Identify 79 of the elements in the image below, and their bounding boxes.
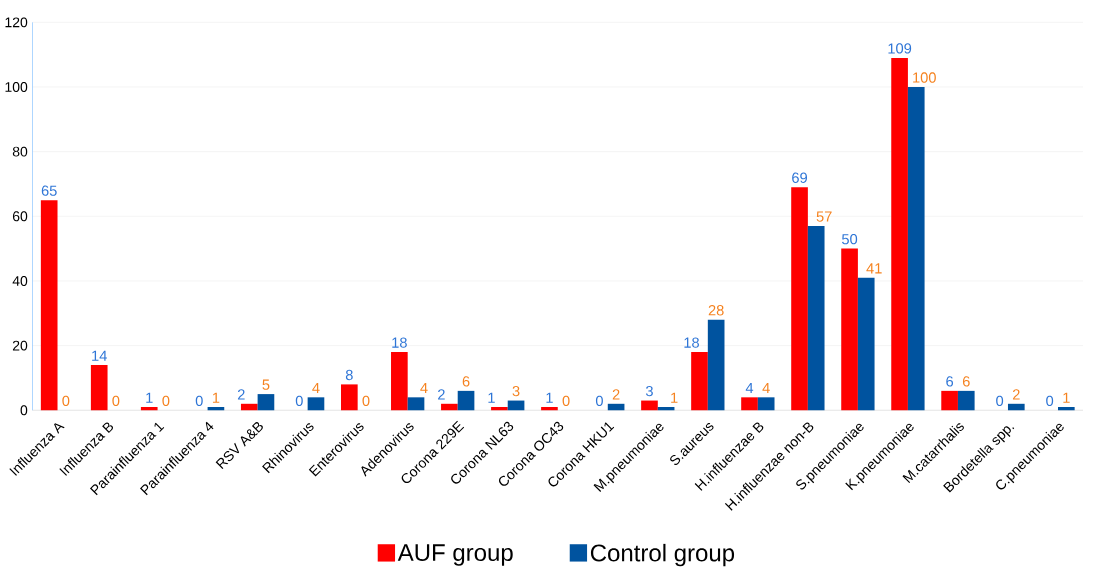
data-label: 4 — [312, 383, 320, 394]
data-label: 4 — [762, 383, 770, 394]
data-label: 50 — [841, 234, 858, 245]
data-label: 109 — [888, 43, 912, 54]
bar — [941, 391, 958, 411]
bar — [857, 277, 875, 411]
y-tick-label: 20 — [12, 340, 28, 351]
data-label: 0 — [996, 395, 1004, 407]
data-label: 0 — [295, 395, 303, 407]
bar — [891, 58, 908, 411]
bar — [957, 391, 975, 411]
y-tick-label: 60 — [12, 211, 28, 222]
data-label: 2 — [1012, 389, 1020, 400]
bar — [240, 404, 258, 411]
data-label: 18 — [392, 337, 407, 349]
bar — [691, 352, 708, 411]
data-label: 0 — [362, 395, 370, 407]
data-label: 0 — [162, 395, 170, 407]
data-label: 3 — [512, 386, 520, 397]
data-label: 69 — [792, 172, 807, 184]
data-label: 2 — [438, 389, 445, 400]
bar — [1007, 404, 1025, 411]
data-label: 100 — [913, 72, 936, 83]
data-label: 14 — [92, 350, 107, 361]
bar — [407, 397, 425, 411]
bar — [257, 394, 275, 411]
bar — [391, 352, 408, 411]
data-label: 0 — [562, 395, 570, 407]
bar — [791, 187, 808, 411]
y-tick-label: 100 — [5, 82, 28, 93]
data-label: 57 — [816, 211, 832, 222]
legend-label: Control group — [590, 544, 735, 567]
bar — [741, 397, 758, 411]
data-label: 65 — [41, 185, 57, 197]
bar — [491, 407, 508, 411]
bar — [441, 404, 458, 411]
data-label: 6 — [962, 376, 970, 387]
data-label: 0 — [112, 395, 120, 407]
bar — [140, 407, 158, 411]
bar — [40, 200, 58, 411]
data-label: 2 — [612, 389, 620, 400]
y-tick-label: 120 — [5, 17, 28, 28]
data-label: 3 — [645, 386, 653, 397]
data-label: 0 — [595, 395, 603, 407]
data-label: 5 — [262, 379, 270, 391]
bar — [541, 407, 558, 411]
y-tick-label: 80 — [12, 146, 28, 157]
data-label: 4 — [745, 383, 754, 394]
data-label: 18 — [684, 337, 699, 349]
data-label: 0 — [195, 395, 203, 407]
bar — [1057, 407, 1075, 411]
bar — [807, 226, 825, 411]
bar — [757, 397, 775, 411]
y-tick-label: 40 — [12, 276, 28, 287]
data-label: 4 — [420, 383, 428, 394]
data-label: 28 — [708, 305, 724, 316]
data-label: 1 — [488, 392, 495, 403]
bar — [707, 319, 725, 411]
data-label: 6 — [462, 376, 470, 387]
data-label: 6 — [946, 376, 954, 387]
data-label: 1 — [212, 392, 220, 403]
bar — [90, 365, 108, 411]
data-label: 1 — [671, 392, 678, 403]
bar — [841, 248, 858, 411]
data-label: 0 — [62, 395, 70, 407]
data-label: 2 — [237, 389, 245, 400]
bar — [307, 397, 325, 411]
data-label: 8 — [345, 369, 353, 381]
data-label: 1 — [146, 392, 153, 403]
bar — [457, 391, 475, 411]
data-label: 1 — [546, 392, 553, 403]
data-label: 0 — [1046, 395, 1054, 407]
legend-label: AUF group — [397, 544, 513, 566]
bar — [907, 87, 925, 411]
bar — [641, 400, 658, 411]
data-label: 41 — [866, 263, 882, 274]
data-label: 1 — [1063, 392, 1070, 403]
bar — [341, 384, 358, 411]
y-tick-label: 0 — [20, 405, 28, 416]
